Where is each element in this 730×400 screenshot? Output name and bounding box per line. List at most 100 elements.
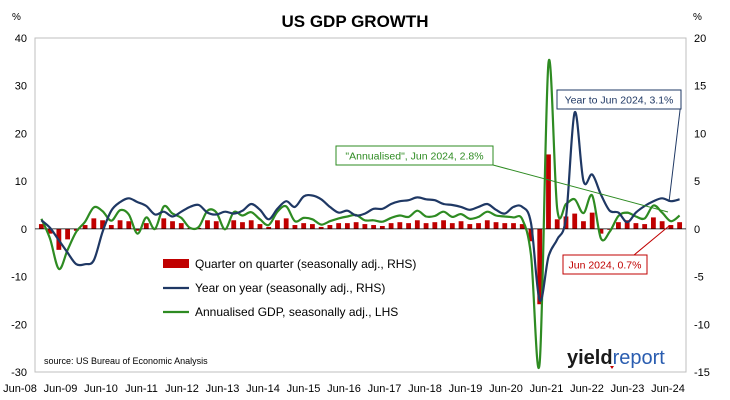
qoq-bar	[406, 223, 411, 229]
callout-qoq-leader	[633, 225, 670, 256]
left-tick-label: 40	[15, 33, 27, 45]
yieldreport-logo: yieldreport	[567, 347, 665, 369]
qoq-bar	[205, 220, 210, 229]
qoq-bar	[554, 219, 560, 229]
qoq-bar	[633, 223, 639, 229]
qoq-bar	[467, 224, 473, 229]
x-tick-label: Jun-08	[3, 383, 37, 395]
x-tick-label: Jun-09	[44, 383, 78, 395]
qoq-bar	[257, 224, 263, 229]
left-axis-ticks: 40 30 20 10 0 -10 -20 -30	[11, 33, 27, 379]
x-tick-label: Jun-15	[287, 383, 321, 395]
callout-yoy-text: Year to Jun 2024, 3.1%	[565, 95, 674, 107]
left-tick-label: 30	[15, 81, 27, 93]
qoq-bar	[423, 223, 429, 229]
right-tick-label: 5	[694, 176, 700, 188]
logo-wordmark: yieldreport	[567, 347, 665, 369]
logo-mark	[610, 366, 614, 369]
qoq-bar	[292, 225, 298, 229]
left-tick-label: -10	[11, 272, 27, 284]
qoq-bar	[379, 225, 385, 229]
qoq-bar	[100, 220, 105, 229]
right-tick-label: -5	[694, 272, 704, 284]
x-tick-label: Jun-16	[327, 383, 361, 395]
qoq-bar	[310, 224, 315, 229]
qoq-bar	[135, 228, 140, 231]
qoq-bar	[318, 226, 324, 229]
x-tick-label: Jun-17	[368, 383, 402, 395]
qoq-bar	[642, 224, 648, 229]
x-tick-label: Jun-19	[449, 383, 483, 395]
chart-title: US GDP GROWTH	[281, 12, 428, 31]
right-tick-label: -15	[694, 367, 710, 379]
qoq-bar	[414, 220, 420, 229]
qoq-bar	[484, 220, 490, 229]
legend-label-qoq: Quarter on quarter (seasonally adj., RHS…	[195, 257, 416, 271]
qoq-bar	[283, 218, 289, 229]
legend-swatch-qoq	[163, 259, 189, 268]
x-tick-label: Jun-23	[611, 383, 645, 395]
annualised-line-group	[40, 58, 681, 369]
qoq-bar	[65, 228, 71, 240]
qoq-bar	[458, 221, 464, 229]
x-tick-label: Jun-18	[408, 383, 442, 395]
qoq-bar	[231, 220, 237, 229]
qoq-bar	[607, 228, 613, 230]
left-tick-label: 0	[21, 224, 27, 236]
qoq-bars	[38, 154, 683, 305]
left-tick-label: -30	[11, 367, 27, 379]
x-tick-label: Jun-20	[489, 383, 523, 395]
x-tick-label: Jun-14	[246, 383, 280, 395]
source-note: source: US Bureau of Economic Analysis	[44, 356, 208, 366]
yoy-line	[40, 111, 680, 302]
qoq-bar	[371, 225, 377, 229]
yoy-line-group	[40, 111, 680, 302]
qoq-bar	[301, 223, 307, 229]
qoq-bar	[353, 222, 359, 229]
qoq-bar	[143, 223, 149, 229]
x-tick-label: Jun-21	[530, 383, 564, 395]
qoq-bar	[476, 223, 481, 229]
legend-label-yoy: Year on year (seasonally adj., RHS)	[195, 281, 385, 295]
qoq-bar	[38, 224, 44, 229]
left-tick-label: 20	[15, 128, 27, 140]
qoq-bar	[47, 228, 53, 234]
qoq-bar	[161, 218, 167, 229]
qoq-bar	[432, 222, 438, 229]
legend: Quarter on quarter (seasonally adj., RHS…	[163, 257, 416, 319]
qoq-bar	[528, 228, 534, 242]
plot-frame	[34, 37, 687, 373]
legend-label-annualised: Annualised GDP, seasonally adj., LHS	[195, 305, 398, 319]
qoq-bar	[589, 212, 595, 229]
qoq-bar	[117, 220, 123, 229]
qoq-bar	[170, 221, 175, 229]
qoq-bar	[248, 220, 254, 229]
x-axis-ticks: Jun-08 Jun-09 Jun-10 Jun-11 Jun-12 Jun-13 Jun-…	[3, 383, 685, 395]
callout-annualised: "Annualised", Jun 2024, 2.8%	[335, 145, 669, 213]
x-tick-label: Jun-13	[206, 383, 240, 395]
left-tick-label: -20	[11, 319, 27, 331]
qoq-bar	[659, 221, 665, 229]
right-tick-label: 15	[694, 81, 706, 93]
qoq-bar	[572, 213, 578, 229]
qoq-bar	[441, 220, 446, 229]
qoq-bar	[178, 223, 184, 229]
callout-annualised-box	[335, 145, 494, 166]
qoq-bar	[519, 224, 525, 229]
qoq-bar	[82, 225, 88, 229]
annualised-gdp-line	[40, 58, 681, 369]
callout-qoq-text: Jun 2024, 0.7%	[569, 260, 642, 272]
x-tick-label: Jun-11	[125, 383, 158, 395]
qoq-bar	[493, 222, 499, 229]
qoq-bar	[449, 223, 455, 229]
qoq-bar	[397, 222, 403, 229]
qoq-bar	[624, 220, 630, 229]
callout-yoy: Year to Jun 2024, 3.1%	[556, 89, 682, 203]
qoq-bar	[327, 225, 333, 229]
qoq-bar	[91, 218, 97, 229]
x-tick-label: Jun-22	[570, 383, 604, 395]
x-tick-label: Jun-10	[84, 383, 118, 395]
qoq-bar	[108, 225, 114, 229]
right-tick-label: 10	[694, 128, 706, 140]
